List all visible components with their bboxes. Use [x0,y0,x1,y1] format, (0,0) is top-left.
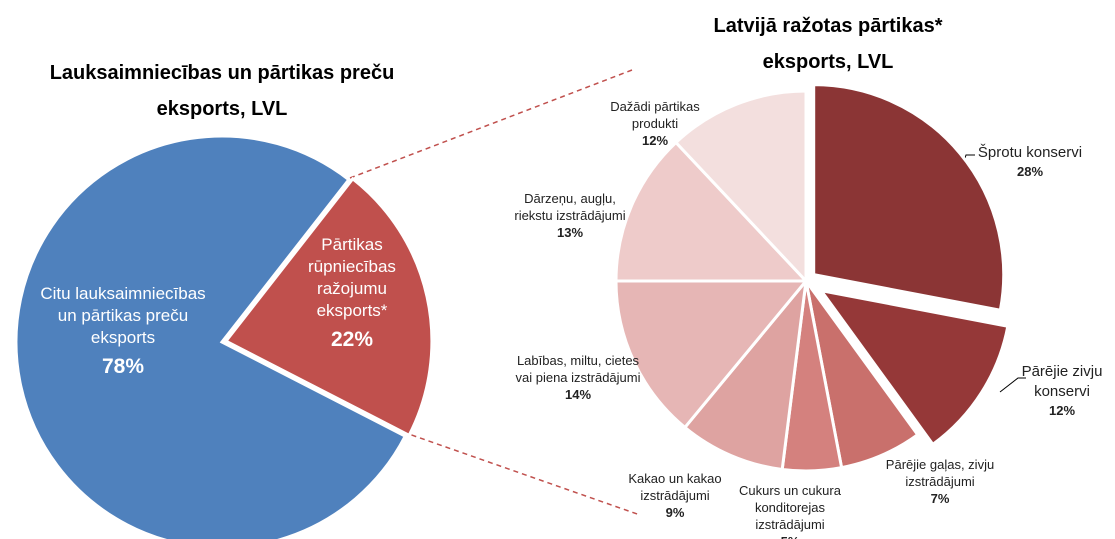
pie-slice [614,140,810,283]
connector [402,431,641,516]
slice-value: 22% [330,328,374,351]
slice-label: Pārējie zivju konservi [1021,363,1103,400]
chart-title: Lauksaimniecības un pārtikas preču ekspo… [49,62,395,120]
pie-slice [673,89,808,285]
slice-label: Dažādi pārtikas produkti [610,99,700,131]
pie-slice [614,279,810,430]
slice-label: Dārzeņu, augļu, riekstu izstrādājumi [514,191,626,223]
slice-value: 9% [665,505,685,520]
slice-label: Citu lauksaimniecības un pārtikas preču … [40,284,206,347]
slice-label: Pārējie gaļas, zivju izstrādājumi [885,457,995,489]
slice-value: 7% [930,491,950,506]
pie-slice [223,176,434,438]
slice-value: 5% [720,533,860,539]
slice-label: Labības, miltu, cietes vai piena izstrād… [515,353,641,385]
slice-value: 12% [641,133,669,148]
slice-value: 78% [101,355,145,378]
slice-value: 12% [1048,403,1076,418]
slice-label: Šprotu konservi [977,144,1083,161]
slice-label: Cukurs un cukura konditorejas izstrādāju… [739,483,841,532]
slice-label: Pārtikas rūpniecības ražojumu eksports* [308,235,396,320]
pie-slice [14,134,408,539]
chart-title: Latvijā ražotas pārtikas* eksports, LVL [713,15,943,73]
pie-slice [812,83,1006,312]
slice-label: Kakao un kakao izstrādājumi [628,471,722,503]
leader-line [999,377,1026,393]
slice-value: 13% [556,225,584,240]
pie-slice [817,288,1010,447]
slice-value: 14% [564,387,592,402]
slice-value: 28% [1016,164,1044,179]
pie-slice [682,276,809,472]
